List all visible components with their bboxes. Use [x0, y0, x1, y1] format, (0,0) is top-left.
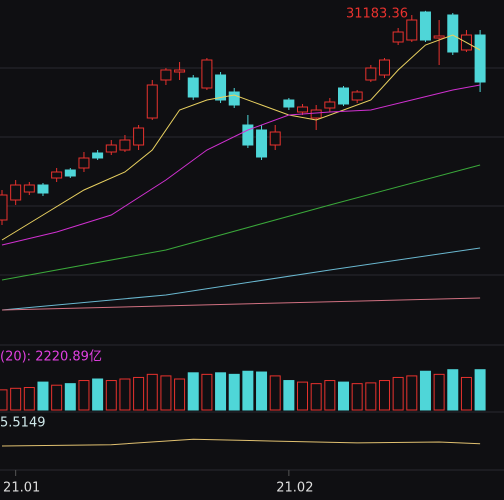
- volume-bar: [447, 369, 459, 411]
- candle-body: [338, 87, 349, 105]
- volume-bar: [378, 380, 390, 411]
- volume-bar: [324, 380, 336, 411]
- volume-bar: [160, 375, 172, 411]
- volume-bar: [187, 372, 199, 411]
- candle-body: [201, 59, 213, 89]
- panel-grid: [0, 67, 504, 471]
- candle-body: [10, 184, 22, 201]
- candle-body: [64, 169, 76, 177]
- volume-bar: [119, 378, 131, 411]
- volume-bar: [51, 384, 63, 411]
- volume-bar: [338, 381, 349, 411]
- volume-bar: [460, 376, 472, 411]
- volume-bar: [0, 389, 8, 411]
- volume-bar: [215, 372, 227, 411]
- volume-bar: [256, 371, 268, 411]
- candle-body: [37, 184, 49, 194]
- candle-body: [174, 69, 186, 73]
- candle-body: [324, 101, 336, 109]
- candle-body: [51, 171, 63, 179]
- volume-bar: [228, 373, 240, 411]
- volume-bar: [474, 369, 486, 411]
- moving-average: [1, 247, 481, 311]
- candle-body: [119, 139, 131, 151]
- volume-bar: [433, 373, 445, 411]
- volume-bar: [365, 382, 377, 411]
- volume-bar: [201, 373, 213, 411]
- volume-bar: [392, 376, 404, 411]
- moving-average: [1, 34, 481, 241]
- volume-bar: [419, 370, 431, 411]
- candle-body: [256, 129, 268, 158]
- candle-body: [433, 35, 445, 39]
- x-tick-label: 21.02: [276, 481, 313, 496]
- candle-body: [187, 77, 199, 98]
- candle-body: [78, 157, 90, 169]
- max-label: 31183.36: [346, 7, 408, 22]
- candle-body: [228, 91, 240, 106]
- volume-bar: [242, 370, 254, 411]
- indicator-line: [1, 438, 481, 447]
- candle-body: [269, 131, 281, 146]
- candle-body: [92, 152, 104, 159]
- x-tick-label: 21.01: [3, 481, 40, 496]
- candle-body: [392, 31, 404, 43]
- volume-bar: [146, 373, 158, 411]
- volume-bar: [37, 381, 49, 411]
- volume-bar: [133, 376, 145, 411]
- volume-bar: [10, 387, 22, 411]
- volume-bar: [64, 383, 76, 411]
- candle-body: [105, 144, 117, 153]
- volume-bar: [310, 383, 322, 411]
- volume-bar: [269, 375, 281, 411]
- volume-bar: [283, 380, 295, 411]
- candle-body: [365, 67, 377, 81]
- volume-bar: [23, 387, 35, 411]
- candle-body: [160, 69, 172, 81]
- candle-body: [419, 11, 431, 41]
- volume-bar: [297, 381, 309, 411]
- candle-body: [0, 194, 8, 221]
- candle-body: [133, 127, 145, 146]
- candle-body: [146, 84, 158, 119]
- candle-body: [310, 109, 322, 119]
- candle-body: [297, 106, 309, 113]
- volume-bar: [351, 383, 363, 411]
- candle-body: [351, 91, 363, 101]
- candle-body: [283, 99, 295, 108]
- moving-average: [1, 164, 481, 281]
- moving-average: [1, 297, 481, 311]
- candle-body: [378, 59, 390, 76]
- volume-bar: [105, 380, 117, 411]
- volume-bar: [406, 375, 418, 411]
- candle-body: [23, 184, 35, 193]
- volume-bar: [174, 378, 186, 411]
- candle-body: [242, 124, 254, 146]
- volume-bar: [92, 378, 104, 411]
- candle-body: [447, 14, 459, 53]
- moving-average: [1, 84, 481, 246]
- candle-body: [474, 34, 486, 83]
- indicator-label: 5.5149: [0, 416, 46, 431]
- volume-bar: [78, 380, 90, 411]
- candle-body: [406, 19, 418, 41]
- candle-body: [215, 74, 227, 101]
- volume-label: (20): 2220.89亿: [0, 350, 102, 365]
